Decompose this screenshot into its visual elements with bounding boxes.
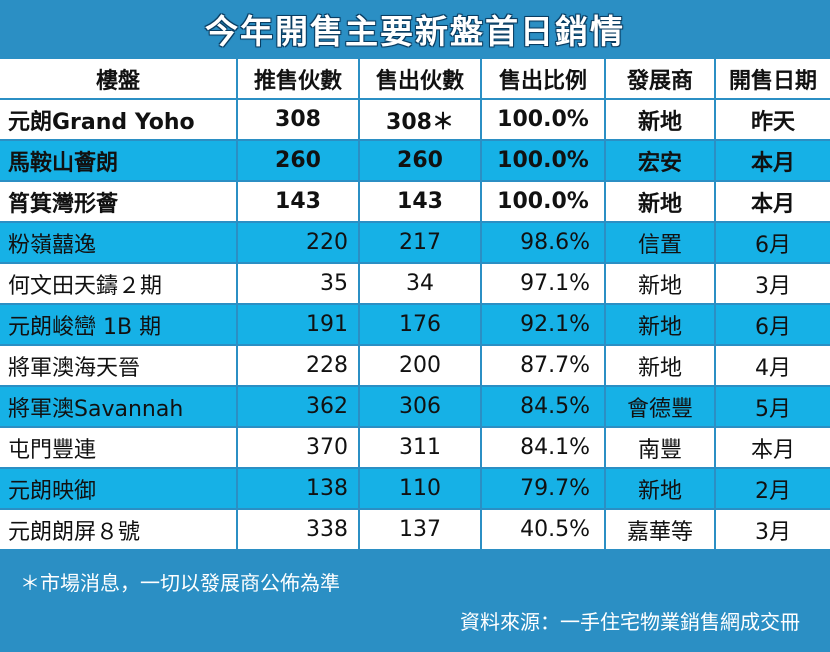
source-note: 資料來源：一手住宅物業銷售網成交冊 bbox=[460, 610, 800, 634]
launch-date: 3月 bbox=[716, 510, 830, 550]
launch-date: 本月 bbox=[716, 141, 830, 181]
table-row: 將軍澳海天晉 228 200 87.7% 新地 4月 bbox=[0, 346, 830, 387]
launch-date: 昨天 bbox=[716, 100, 830, 140]
project-name: 元朗映御 bbox=[0, 469, 238, 509]
header-ratio: 售出比例 bbox=[482, 59, 606, 99]
launch-date: 3月 bbox=[716, 264, 830, 304]
sales-table: 樓盤 推售伙數 售出伙數 售出比例 發展商 開售日期 元朗Grand Yoho … bbox=[0, 59, 830, 551]
page-title: 今年開售主要新盤首日銷情 bbox=[205, 12, 625, 51]
header-offered: 推售伙數 bbox=[238, 59, 360, 99]
sold-units: 217 bbox=[360, 223, 482, 263]
offered-units: 338 bbox=[238, 510, 360, 550]
sold-ratio: 97.1% bbox=[482, 264, 606, 304]
offered-units: 35 bbox=[238, 264, 360, 304]
sold-ratio: 92.1% bbox=[482, 305, 606, 345]
developer: 新地 bbox=[606, 305, 716, 345]
sold-ratio: 100.0% bbox=[482, 100, 606, 140]
developer: 新地 bbox=[606, 346, 716, 386]
table-row: 馬鞍山薈朗 260 260 100.0% 宏安 本月 bbox=[0, 141, 830, 182]
header-project: 樓盤 bbox=[0, 59, 238, 99]
sold-units: 306 bbox=[360, 387, 482, 427]
developer: 新地 bbox=[606, 469, 716, 509]
table-row: 元朗Grand Yoho 308 308＊ 100.0% 新地 昨天 bbox=[0, 100, 830, 141]
sold-ratio: 98.6% bbox=[482, 223, 606, 263]
launch-date: 本月 bbox=[716, 182, 830, 222]
launch-date: 6月 bbox=[716, 305, 830, 345]
table-row: 筲箕灣形薈 143 143 100.0% 新地 本月 bbox=[0, 182, 830, 223]
table-row: 元朗朗屏８號 338 137 40.5% 嘉華等 3月 bbox=[0, 510, 830, 551]
offered-units: 191 bbox=[238, 305, 360, 345]
offered-units: 370 bbox=[238, 428, 360, 468]
table-row: 何文田天鑄２期 35 34 97.1% 新地 3月 bbox=[0, 264, 830, 305]
table-row: 將軍澳Savannah 362 306 84.5% 會德豐 5月 bbox=[0, 387, 830, 428]
table-header: 樓盤 推售伙數 售出伙數 售出比例 發展商 開售日期 bbox=[0, 59, 830, 100]
launch-date: 6月 bbox=[716, 223, 830, 263]
launch-date: 5月 bbox=[716, 387, 830, 427]
table-row: 粉嶺囍逸 220 217 98.6% 信置 6月 bbox=[0, 223, 830, 264]
sold-units: 176 bbox=[360, 305, 482, 345]
sold-ratio: 40.5% bbox=[482, 510, 606, 550]
sold-units: 34 bbox=[360, 264, 482, 304]
sold-units: 200 bbox=[360, 346, 482, 386]
developer: 新地 bbox=[606, 100, 716, 140]
sold-ratio: 100.0% bbox=[482, 182, 606, 222]
sold-units: 137 bbox=[360, 510, 482, 550]
sold-units: 260 bbox=[360, 141, 482, 181]
sold-units: 110 bbox=[360, 469, 482, 509]
sold-ratio: 87.7% bbox=[482, 346, 606, 386]
project-name: 筲箕灣形薈 bbox=[0, 182, 238, 222]
project-name: 將軍澳Savannah bbox=[0, 387, 238, 427]
developer: 會德豐 bbox=[606, 387, 716, 427]
footnote: ＊市場消息，一切以發展商公佈為準 bbox=[20, 571, 340, 595]
sold-units: 311 bbox=[360, 428, 482, 468]
project-name: 元朗峻巒 1B 期 bbox=[0, 305, 238, 345]
sold-ratio: 84.1% bbox=[482, 428, 606, 468]
table-row: 屯門豐連 370 311 84.1% 南豐 本月 bbox=[0, 428, 830, 469]
offered-units: 308 bbox=[238, 100, 360, 140]
sold-ratio: 100.0% bbox=[482, 141, 606, 181]
developer: 嘉華等 bbox=[606, 510, 716, 550]
project-name: 元朗朗屏８號 bbox=[0, 510, 238, 550]
launch-date: 本月 bbox=[716, 428, 830, 468]
offered-units: 138 bbox=[238, 469, 360, 509]
project-name: 元朗Grand Yoho bbox=[0, 100, 238, 140]
developer: 新地 bbox=[606, 182, 716, 222]
header-sold: 售出伙數 bbox=[360, 59, 482, 99]
header-date: 開售日期 bbox=[716, 59, 830, 99]
sold-units: 143 bbox=[360, 182, 482, 222]
project-name: 將軍澳海天晉 bbox=[0, 346, 238, 386]
sold-ratio: 79.7% bbox=[482, 469, 606, 509]
project-name: 何文田天鑄２期 bbox=[0, 264, 238, 304]
developer: 宏安 bbox=[606, 141, 716, 181]
launch-date: 4月 bbox=[716, 346, 830, 386]
sold-ratio: 84.5% bbox=[482, 387, 606, 427]
project-name: 粉嶺囍逸 bbox=[0, 223, 238, 263]
launch-date: 2月 bbox=[716, 469, 830, 509]
sold-units: 308＊ bbox=[360, 100, 482, 140]
developer: 信置 bbox=[606, 223, 716, 263]
project-name: 屯門豐連 bbox=[0, 428, 238, 468]
project-name: 馬鞍山薈朗 bbox=[0, 141, 238, 181]
developer: 新地 bbox=[606, 264, 716, 304]
offered-units: 220 bbox=[238, 223, 360, 263]
offered-units: 362 bbox=[238, 387, 360, 427]
offered-units: 228 bbox=[238, 346, 360, 386]
offered-units: 260 bbox=[238, 141, 360, 181]
table-row: 元朗峻巒 1B 期 191 176 92.1% 新地 6月 bbox=[0, 305, 830, 346]
table-row: 元朗映御 138 110 79.7% 新地 2月 bbox=[0, 469, 830, 510]
header-developer: 發展商 bbox=[606, 59, 716, 99]
developer: 南豐 bbox=[606, 428, 716, 468]
offered-units: 143 bbox=[238, 182, 360, 222]
